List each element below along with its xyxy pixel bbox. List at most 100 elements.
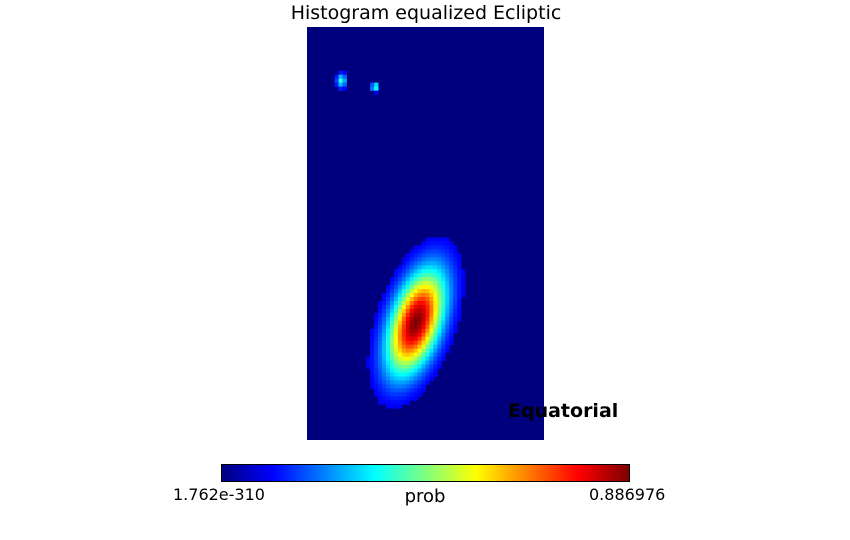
heatmap-cell xyxy=(433,336,438,342)
heatmap-cell xyxy=(433,312,438,318)
heatmap-cell xyxy=(338,86,343,91)
heatmap-cell xyxy=(397,372,403,377)
heatmap-cell xyxy=(382,293,387,298)
heatmap-cell xyxy=(370,384,375,389)
heatmap-cell xyxy=(433,360,438,365)
heatmap-cell xyxy=(405,348,411,354)
heatmap-cell xyxy=(342,78,347,83)
heatmap-cell xyxy=(382,340,387,346)
heatmap-cell xyxy=(409,368,415,373)
heatmap-cell xyxy=(437,277,442,282)
heatmap-cell xyxy=(413,388,418,393)
heatmap-cell xyxy=(433,344,438,350)
heatmap-cell xyxy=(409,253,415,258)
heatmap-cell xyxy=(437,293,442,298)
heatmap-cell xyxy=(386,376,391,381)
heatmap-cell xyxy=(405,380,411,385)
heatmap-cell xyxy=(429,360,434,365)
heatmap-cell xyxy=(429,257,434,262)
heatmap-cell xyxy=(433,352,438,357)
heatmap-cell xyxy=(374,348,379,354)
heatmap-cell xyxy=(417,269,422,274)
heatmap-cell xyxy=(417,273,422,278)
heatmap-cell xyxy=(374,90,379,95)
heatmap-cell xyxy=(445,253,450,258)
heatmap-cell xyxy=(445,336,450,342)
heatmap-cell xyxy=(413,360,418,365)
heatmap-cell xyxy=(421,384,426,389)
heatmap-cell xyxy=(405,332,411,338)
heatmap-cell xyxy=(449,253,454,258)
heatmap-cell xyxy=(421,344,426,350)
heatmap-cell xyxy=(393,336,399,342)
heatmap-cell xyxy=(449,245,454,250)
heatmap-cell xyxy=(382,396,387,401)
heatmap-cell xyxy=(413,281,418,286)
heatmap-cell xyxy=(393,308,399,314)
heatmap-cell xyxy=(441,281,446,286)
heatmap-cell xyxy=(374,364,379,369)
heatmap-cell xyxy=(401,277,407,282)
heatmap-cell xyxy=(389,336,395,342)
heatmap-cell xyxy=(413,352,418,357)
heatmap-cell xyxy=(429,253,434,258)
heatmap-cell xyxy=(397,285,403,290)
heatmap-cell xyxy=(417,285,422,290)
heatmap-cell xyxy=(417,257,422,262)
heatmap-cell xyxy=(453,245,458,250)
heatmap-cell xyxy=(382,301,387,306)
heatmap-cell xyxy=(421,316,426,322)
probability-map xyxy=(307,27,544,440)
heatmap-cell xyxy=(445,324,450,330)
heatmap-cell xyxy=(417,308,422,314)
heatmap-cell xyxy=(342,86,347,91)
heatmap-cell xyxy=(417,316,422,322)
heatmap-cell xyxy=(441,312,446,318)
heatmap-cell xyxy=(397,316,403,322)
heatmap-cell xyxy=(425,360,430,365)
heatmap-cell xyxy=(445,328,450,334)
heatmap-cell xyxy=(453,281,458,286)
heatmap-cell xyxy=(449,269,454,274)
heatmap-cell xyxy=(413,340,418,346)
heatmap-cell xyxy=(378,352,383,357)
heatmap-cell xyxy=(413,277,418,282)
heatmap-cell xyxy=(425,293,430,298)
heatmap-cell xyxy=(405,316,411,322)
heatmap-cell xyxy=(417,261,422,266)
heatmap-cell xyxy=(421,241,426,246)
heatmap-cell xyxy=(378,348,383,354)
heatmap-cell xyxy=(445,297,450,302)
heatmap-cell xyxy=(441,348,446,354)
heatmap-cell xyxy=(457,297,462,302)
heatmap-cell xyxy=(433,281,438,286)
heatmap-cell xyxy=(370,340,375,346)
heatmap-cell xyxy=(405,360,411,365)
heatmap-cell xyxy=(397,324,403,330)
heatmap-cell xyxy=(457,273,462,278)
heatmap-cell xyxy=(453,308,458,314)
heatmap-cell xyxy=(433,364,438,369)
heatmap-cell xyxy=(413,249,418,254)
heatmap-cell xyxy=(441,336,446,342)
heatmap-cell xyxy=(437,356,442,361)
heatmap-cell xyxy=(393,301,399,306)
heatmap-cell xyxy=(433,245,438,250)
heatmap-cell xyxy=(417,301,422,306)
heatmap-cell xyxy=(405,308,411,314)
heatmap-cell xyxy=(441,324,446,330)
heatmap-cell xyxy=(457,285,462,290)
heatmap-cell xyxy=(417,277,422,282)
heatmap-cell xyxy=(441,277,446,282)
heatmap-cell xyxy=(425,368,430,373)
heatmap-cell xyxy=(413,384,418,389)
heatmap-cell xyxy=(433,241,438,246)
heatmap-cell xyxy=(425,348,430,354)
heatmap-cell xyxy=(429,273,434,278)
heatmap-cell xyxy=(417,332,422,338)
heatmap-cell xyxy=(393,269,399,274)
heatmap-cell xyxy=(382,352,387,357)
heatmap-cell xyxy=(421,269,426,274)
heatmap-cell xyxy=(429,281,434,286)
heatmap-cell xyxy=(397,364,403,369)
